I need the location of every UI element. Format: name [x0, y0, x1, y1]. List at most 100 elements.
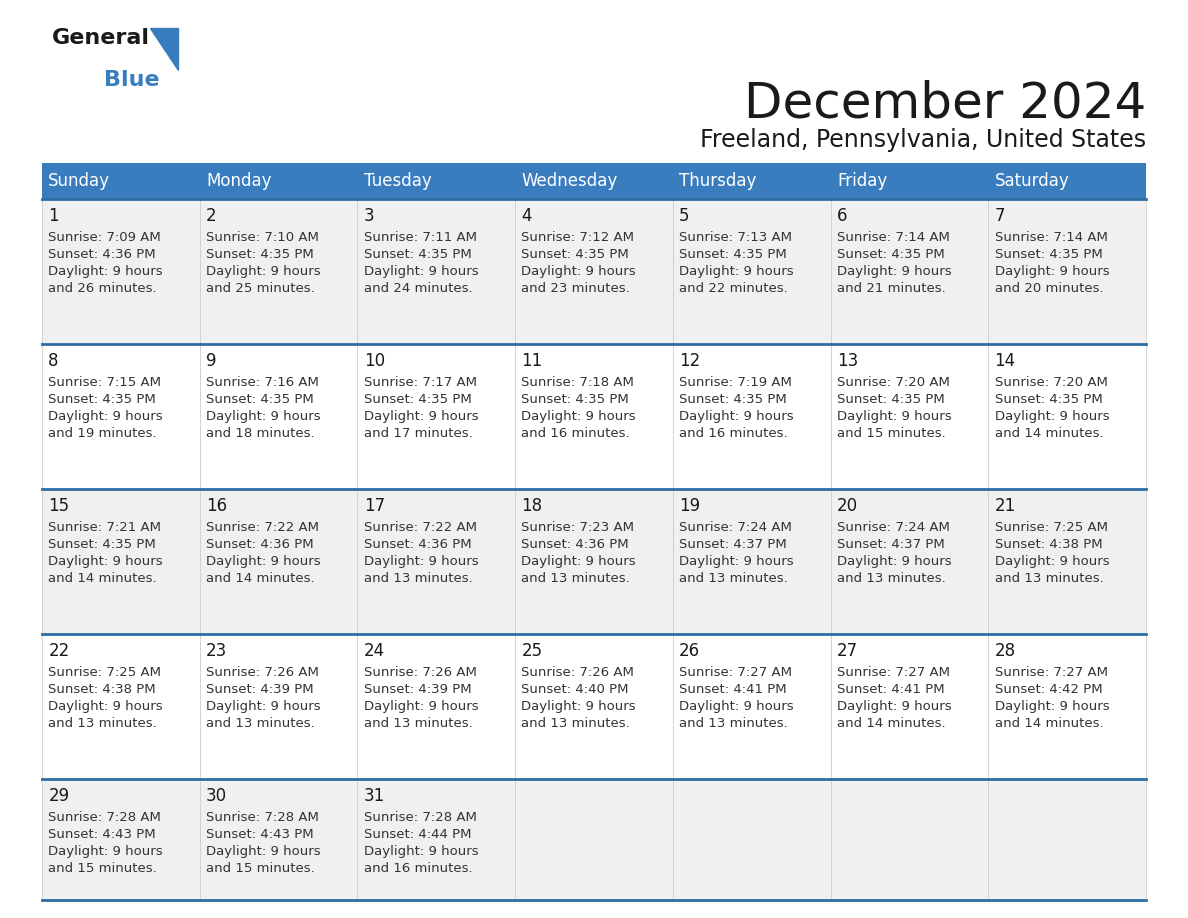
- Text: and 13 minutes.: and 13 minutes.: [364, 572, 473, 585]
- Text: Sunset: 4:35 PM: Sunset: 4:35 PM: [680, 248, 786, 261]
- Text: 28: 28: [994, 642, 1016, 660]
- Text: Sunrise: 7:24 AM: Sunrise: 7:24 AM: [680, 521, 792, 534]
- Text: Daylight: 9 hours: Daylight: 9 hours: [206, 410, 321, 423]
- Text: and 19 minutes.: and 19 minutes.: [49, 427, 157, 440]
- Text: Daylight: 9 hours: Daylight: 9 hours: [522, 555, 636, 568]
- Text: 1: 1: [49, 207, 59, 225]
- Text: Sunrise: 7:20 AM: Sunrise: 7:20 AM: [994, 376, 1107, 389]
- Text: 7: 7: [994, 207, 1005, 225]
- Text: 25: 25: [522, 642, 543, 660]
- Text: Sunrise: 7:25 AM: Sunrise: 7:25 AM: [49, 666, 162, 679]
- Text: Daylight: 9 hours: Daylight: 9 hours: [364, 555, 479, 568]
- Text: Saturday: Saturday: [994, 172, 1069, 190]
- Text: Sunset: 4:36 PM: Sunset: 4:36 PM: [49, 248, 156, 261]
- Text: December 2024: December 2024: [744, 80, 1146, 128]
- Text: Wednesday: Wednesday: [522, 172, 618, 190]
- Text: and 14 minutes.: and 14 minutes.: [206, 572, 315, 585]
- Text: and 13 minutes.: and 13 minutes.: [522, 717, 630, 730]
- Text: 5: 5: [680, 207, 690, 225]
- Text: Daylight: 9 hours: Daylight: 9 hours: [206, 555, 321, 568]
- Bar: [358, 779, 516, 900]
- Text: 21: 21: [994, 497, 1016, 515]
- Text: Sunset: 4:36 PM: Sunset: 4:36 PM: [522, 538, 630, 551]
- Text: Sunset: 4:36 PM: Sunset: 4:36 PM: [364, 538, 472, 551]
- Bar: [516, 634, 672, 779]
- Text: and 13 minutes.: and 13 minutes.: [206, 717, 315, 730]
- Text: Sunday: Sunday: [49, 172, 110, 190]
- Text: Sunset: 4:37 PM: Sunset: 4:37 PM: [680, 538, 786, 551]
- Text: and 16 minutes.: and 16 minutes.: [680, 427, 788, 440]
- Text: Sunset: 4:43 PM: Sunset: 4:43 PM: [206, 828, 314, 841]
- Bar: [516, 163, 672, 199]
- Text: Daylight: 9 hours: Daylight: 9 hours: [522, 700, 636, 713]
- Text: and 14 minutes.: and 14 minutes.: [836, 717, 946, 730]
- Bar: [672, 344, 830, 489]
- Text: 9: 9: [206, 352, 216, 370]
- Text: 4: 4: [522, 207, 532, 225]
- Text: and 13 minutes.: and 13 minutes.: [994, 572, 1104, 585]
- Text: Daylight: 9 hours: Daylight: 9 hours: [836, 700, 952, 713]
- Text: 24: 24: [364, 642, 385, 660]
- Text: Daylight: 9 hours: Daylight: 9 hours: [680, 700, 794, 713]
- Bar: [200, 163, 358, 199]
- Bar: [200, 344, 358, 489]
- Text: Sunrise: 7:13 AM: Sunrise: 7:13 AM: [680, 231, 792, 244]
- Text: Sunrise: 7:09 AM: Sunrise: 7:09 AM: [49, 231, 162, 244]
- Text: and 26 minutes.: and 26 minutes.: [49, 282, 157, 295]
- Text: Daylight: 9 hours: Daylight: 9 hours: [836, 265, 952, 278]
- Text: and 20 minutes.: and 20 minutes.: [994, 282, 1104, 295]
- Text: Sunset: 4:35 PM: Sunset: 4:35 PM: [49, 393, 156, 406]
- Text: Daylight: 9 hours: Daylight: 9 hours: [206, 700, 321, 713]
- Text: 30: 30: [206, 787, 227, 805]
- Text: and 14 minutes.: and 14 minutes.: [994, 427, 1104, 440]
- Bar: [830, 779, 988, 900]
- Text: Freeland, Pennsylvania, United States: Freeland, Pennsylvania, United States: [700, 128, 1146, 152]
- Text: 20: 20: [836, 497, 858, 515]
- Text: and 14 minutes.: and 14 minutes.: [49, 572, 157, 585]
- Text: 10: 10: [364, 352, 385, 370]
- Bar: [672, 163, 830, 199]
- Text: and 16 minutes.: and 16 minutes.: [522, 427, 630, 440]
- Text: Daylight: 9 hours: Daylight: 9 hours: [49, 555, 163, 568]
- Bar: [358, 199, 516, 344]
- Text: Daylight: 9 hours: Daylight: 9 hours: [994, 410, 1110, 423]
- Polygon shape: [150, 28, 178, 70]
- Bar: [830, 489, 988, 634]
- Text: Sunrise: 7:18 AM: Sunrise: 7:18 AM: [522, 376, 634, 389]
- Text: Daylight: 9 hours: Daylight: 9 hours: [49, 700, 163, 713]
- Text: Daylight: 9 hours: Daylight: 9 hours: [522, 265, 636, 278]
- Bar: [672, 199, 830, 344]
- Bar: [200, 199, 358, 344]
- Text: Sunset: 4:41 PM: Sunset: 4:41 PM: [836, 683, 944, 696]
- Text: 23: 23: [206, 642, 227, 660]
- Bar: [672, 489, 830, 634]
- Bar: [42, 634, 200, 779]
- Text: Daylight: 9 hours: Daylight: 9 hours: [364, 700, 479, 713]
- Text: and 17 minutes.: and 17 minutes.: [364, 427, 473, 440]
- Text: 27: 27: [836, 642, 858, 660]
- Bar: [830, 344, 988, 489]
- Text: Daylight: 9 hours: Daylight: 9 hours: [522, 410, 636, 423]
- Bar: [988, 344, 1146, 489]
- Bar: [830, 163, 988, 199]
- Text: Daylight: 9 hours: Daylight: 9 hours: [680, 410, 794, 423]
- Text: Daylight: 9 hours: Daylight: 9 hours: [364, 265, 479, 278]
- Bar: [516, 344, 672, 489]
- Bar: [42, 489, 200, 634]
- Text: Sunset: 4:35 PM: Sunset: 4:35 PM: [364, 393, 472, 406]
- Text: and 13 minutes.: and 13 minutes.: [680, 572, 788, 585]
- Bar: [358, 634, 516, 779]
- Text: Daylight: 9 hours: Daylight: 9 hours: [994, 700, 1110, 713]
- Text: and 15 minutes.: and 15 minutes.: [206, 862, 315, 875]
- Text: Daylight: 9 hours: Daylight: 9 hours: [206, 265, 321, 278]
- Bar: [358, 344, 516, 489]
- Text: Sunset: 4:35 PM: Sunset: 4:35 PM: [994, 248, 1102, 261]
- Text: Sunrise: 7:26 AM: Sunrise: 7:26 AM: [522, 666, 634, 679]
- Text: Sunset: 4:35 PM: Sunset: 4:35 PM: [994, 393, 1102, 406]
- Text: Sunrise: 7:28 AM: Sunrise: 7:28 AM: [206, 811, 318, 824]
- Bar: [830, 199, 988, 344]
- Bar: [42, 344, 200, 489]
- Text: and 16 minutes.: and 16 minutes.: [364, 862, 473, 875]
- Text: Sunset: 4:35 PM: Sunset: 4:35 PM: [206, 248, 314, 261]
- Text: Sunset: 4:36 PM: Sunset: 4:36 PM: [206, 538, 314, 551]
